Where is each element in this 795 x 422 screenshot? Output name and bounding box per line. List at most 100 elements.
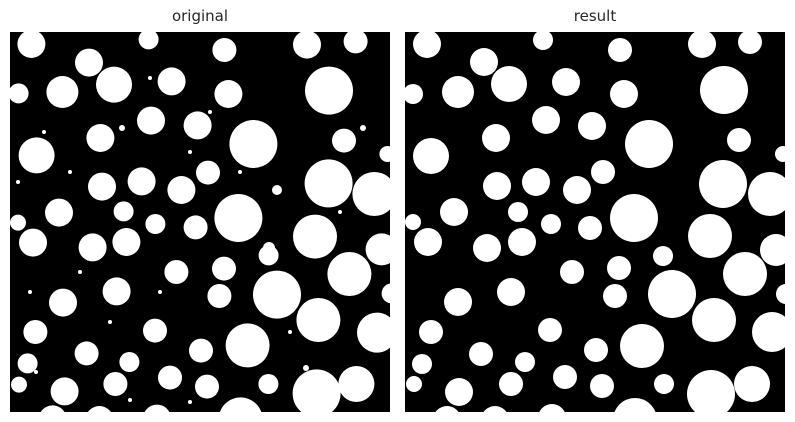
original-blob	[253, 270, 301, 319]
result-blob	[687, 370, 735, 412]
original-blob	[293, 32, 321, 59]
original-blob	[293, 214, 337, 259]
original-blob	[164, 260, 189, 284]
result-blob	[541, 214, 561, 234]
original-blob	[127, 167, 156, 196]
result-blob	[414, 228, 442, 256]
original-noise-speck	[263, 242, 275, 254]
original-blob	[357, 312, 390, 353]
original-blob	[144, 404, 170, 412]
original-blob	[18, 137, 55, 174]
original-blob	[225, 323, 270, 368]
result-blob	[603, 284, 627, 308]
result-blob	[752, 312, 785, 352]
original-blob	[212, 38, 237, 62]
original-blob	[258, 374, 279, 394]
result-image-canvas	[405, 32, 785, 412]
result-blob	[440, 198, 468, 226]
original-blob	[11, 376, 27, 393]
result-blob	[508, 202, 528, 222]
original-blob	[157, 67, 186, 96]
original-blob	[343, 32, 368, 54]
result-blob	[738, 32, 762, 54]
original-noise-speck	[158, 290, 162, 294]
original-blob	[112, 228, 141, 256]
original-blob	[10, 83, 29, 104]
original-blob	[113, 201, 134, 222]
result-blob	[483, 406, 507, 412]
result-blob	[688, 214, 732, 258]
result-blob	[614, 398, 656, 412]
original-noise-speck	[28, 290, 32, 294]
original-noise-speck	[34, 370, 38, 374]
original-blob	[78, 233, 107, 262]
original-blob	[365, 233, 390, 266]
original-noise-speck	[148, 76, 152, 80]
original-blob	[23, 320, 48, 344]
original-blob	[229, 120, 278, 168]
result-blob	[499, 372, 523, 396]
original-blob	[40, 405, 65, 412]
result-blob	[563, 176, 591, 204]
result-blob	[497, 278, 525, 306]
result-blob	[413, 138, 449, 174]
original-noise-speck	[78, 270, 82, 274]
result-blob	[610, 80, 638, 108]
original-blob	[102, 277, 131, 306]
result-blob	[699, 160, 747, 208]
original-blob	[196, 160, 220, 185]
original-blob	[219, 397, 262, 412]
original-blob	[207, 284, 232, 308]
result-blob	[727, 128, 751, 152]
result-blob	[654, 374, 674, 394]
result-blob	[413, 32, 441, 58]
original-blob	[183, 215, 208, 240]
original-blob	[158, 365, 182, 390]
original-noise-speck	[263, 306, 267, 310]
original-blob	[183, 111, 212, 140]
original-blob	[327, 252, 372, 296]
original-blob	[214, 80, 243, 108]
original-blob	[87, 406, 111, 412]
result-blob	[406, 376, 422, 392]
result-blob	[445, 378, 473, 406]
original-blob	[19, 228, 47, 257]
original-blob	[214, 194, 263, 242]
result-blob	[491, 66, 527, 102]
original-blob	[10, 214, 26, 231]
result-blob	[444, 288, 472, 316]
result-blob	[700, 66, 748, 114]
result-blob	[473, 234, 501, 262]
result-blob	[692, 298, 736, 342]
original-noise-speck	[188, 400, 192, 404]
original-blob	[138, 32, 159, 50]
original-noise-speck	[288, 330, 292, 334]
original-noise-speck	[272, 185, 282, 195]
original-blob	[46, 76, 79, 108]
result-blob	[435, 406, 459, 412]
original-blob	[167, 176, 196, 204]
result-blob	[483, 172, 511, 200]
result-blob	[608, 38, 632, 62]
original-blob	[17, 353, 38, 374]
original-blob	[119, 352, 140, 372]
original-blob	[189, 338, 213, 363]
result-blob	[775, 146, 785, 162]
result-title: result	[573, 7, 617, 25]
original-blob	[352, 172, 390, 216]
original-blob	[86, 124, 115, 152]
original-blob	[49, 288, 77, 317]
result-blob	[533, 32, 553, 50]
result-blob	[578, 216, 602, 240]
original-noise-speck	[208, 110, 212, 114]
original-noise-speck	[119, 125, 125, 131]
original-blob	[75, 48, 103, 77]
original-noise-speck	[248, 198, 252, 202]
original-blob	[379, 146, 390, 162]
result-blob	[578, 112, 606, 140]
result-blob	[607, 256, 631, 280]
result-blob	[412, 354, 432, 374]
original-noise-speck	[188, 150, 192, 154]
original-image	[10, 32, 390, 412]
result-blob	[625, 120, 673, 168]
